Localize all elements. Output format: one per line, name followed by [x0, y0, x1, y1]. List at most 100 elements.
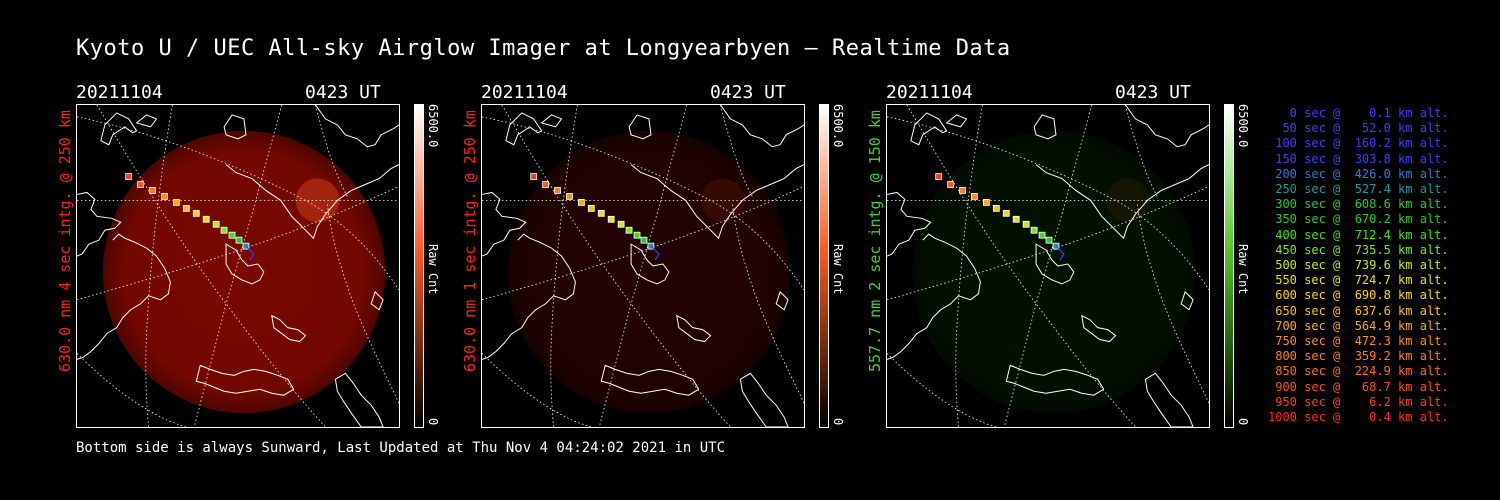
trajectory-marker	[530, 173, 538, 180]
trajectory-marker	[228, 231, 236, 239]
trajectory-marker	[617, 220, 625, 228]
trajectory-marker	[192, 209, 200, 217]
trajectory-marker	[161, 193, 168, 200]
panel-1-date: 20211104	[76, 82, 163, 103]
legend-entry: 900 sec @ 68.7 km alt.	[1268, 379, 1449, 394]
coastline	[739, 372, 789, 427]
coastline	[910, 112, 948, 146]
trajectory-marker	[587, 204, 595, 212]
coastline	[540, 114, 563, 128]
lat-lon-gridline	[96, 105, 326, 427]
airglow-field	[912, 130, 1196, 414]
legend-entry: 600 sec @ 690.8 km alt.	[1268, 288, 1449, 303]
trajectory-marker	[971, 193, 978, 200]
trajectory-tail	[1055, 245, 1065, 261]
coastline	[1144, 372, 1194, 427]
trajectory-tail	[245, 245, 255, 261]
panel-3-ylabel: 557.7 nm 2 sec intg. @ 150 km	[866, 110, 884, 372]
trajectory-marker	[137, 181, 144, 188]
legend-entry: 300 sec @ 608.6 km alt.	[1268, 197, 1449, 212]
coastline	[505, 112, 543, 146]
panel-1-colorbar-min: 0	[426, 418, 440, 426]
panel-1-colorbar-max: 6500.0	[426, 104, 440, 148]
lat-lon-gridline	[1125, 105, 1158, 197]
legend-entry: 400 sec @ 712.4 km alt.	[1268, 227, 1449, 242]
airglow-field	[102, 130, 386, 414]
panel-2-colorbar	[819, 104, 829, 428]
panel-3-date: 20211104	[886, 82, 973, 103]
coastline	[77, 191, 122, 257]
lat-lon-gridline	[1137, 204, 1209, 404]
coastline	[1005, 364, 1105, 396]
coastline	[1081, 314, 1117, 343]
panel-3-allsky-image	[886, 104, 1210, 428]
trajectory-tail	[650, 245, 660, 261]
panel-3-colorbar-max: 6500.0	[1236, 104, 1250, 148]
trajectory-marker	[173, 199, 180, 206]
trajectory-marker	[1052, 242, 1060, 250]
lat-lon-gridline	[145, 105, 173, 427]
panel-2-ylabel: 630.0 nm 1 sec intg. @ 250 km	[461, 110, 479, 372]
trajectory-marker	[554, 187, 561, 194]
trajectory-marker	[625, 226, 633, 234]
legend-entry: 250 sec @ 527.4 km alt.	[1268, 182, 1449, 197]
coastline	[315, 105, 399, 148]
coastline	[887, 191, 932, 257]
coastline	[77, 233, 171, 360]
trajectory-marker	[633, 231, 641, 239]
coastline	[945, 114, 968, 128]
trajectory-marker	[1012, 215, 1020, 223]
coastline	[225, 164, 399, 240]
coastline	[482, 191, 527, 257]
legend-entry: 750 sec @ 472.3 km alt.	[1268, 334, 1449, 349]
coastline	[630, 243, 670, 285]
coastline	[600, 364, 700, 396]
coastline	[887, 233, 981, 360]
trajectory-marker	[149, 187, 156, 194]
legend-entry: 950 sec @ 6.2 km alt.	[1268, 394, 1449, 409]
coastline	[1180, 290, 1194, 311]
trajectory-marker	[1045, 236, 1053, 244]
legend-entry: 450 sec @ 735.5 km alt.	[1268, 242, 1449, 257]
lat-lon-gridline	[1003, 105, 1093, 427]
lat-lon-gridline	[315, 105, 348, 197]
coastline	[676, 314, 712, 343]
trajectory-marker	[125, 173, 133, 180]
trajectory-marker	[235, 236, 243, 244]
trajectory-marker	[1038, 231, 1046, 239]
trajectory-marker	[1002, 209, 1010, 217]
coastline	[628, 114, 652, 140]
trajectory-marker	[202, 215, 210, 223]
footer-note: Bottom side is always Sunward, Last Upda…	[76, 440, 726, 456]
trajectory-marker	[542, 181, 549, 188]
panel-2-colorbar-label: Raw Cnt	[831, 244, 845, 295]
coastline	[1035, 164, 1209, 240]
allsky-map-svg	[887, 105, 1209, 427]
trajectory-marker	[212, 220, 220, 228]
coastline	[370, 290, 384, 311]
panel-3-time: 0423 UT	[1115, 82, 1191, 103]
trajectory-marker	[640, 236, 648, 244]
trajectory-marker	[947, 181, 954, 188]
trajectory-marker	[220, 226, 228, 234]
coastline	[482, 233, 576, 360]
coastline	[334, 372, 384, 427]
allsky-map-svg	[482, 105, 804, 427]
panel-3-colorbar-label: Raw Cnt	[1236, 244, 1250, 295]
trajectory-marker	[935, 173, 943, 180]
coastline	[1033, 114, 1057, 140]
page-title: Kyoto U / UEC All-sky Airglow Imager at …	[76, 36, 1011, 61]
legend-entry: 550 sec @ 724.7 km alt.	[1268, 273, 1449, 288]
coastline	[223, 114, 247, 140]
panel-1-colorbar-label: Raw Cnt	[426, 244, 440, 295]
lat-lon-gridline	[887, 353, 997, 427]
allsky-map-svg	[77, 105, 399, 427]
airglow-field	[507, 130, 791, 414]
trajectory-marker	[992, 204, 1000, 212]
lat-lon-gridline	[550, 105, 578, 427]
altitude-legend: 0 sec @ 0.1 km alt. 50 sec @ 52.0 km alt…	[1268, 106, 1449, 425]
legend-entry: 700 sec @ 564.9 km alt.	[1268, 318, 1449, 333]
coastline	[1125, 105, 1209, 148]
coastline	[1035, 243, 1075, 285]
coastline	[720, 105, 804, 148]
